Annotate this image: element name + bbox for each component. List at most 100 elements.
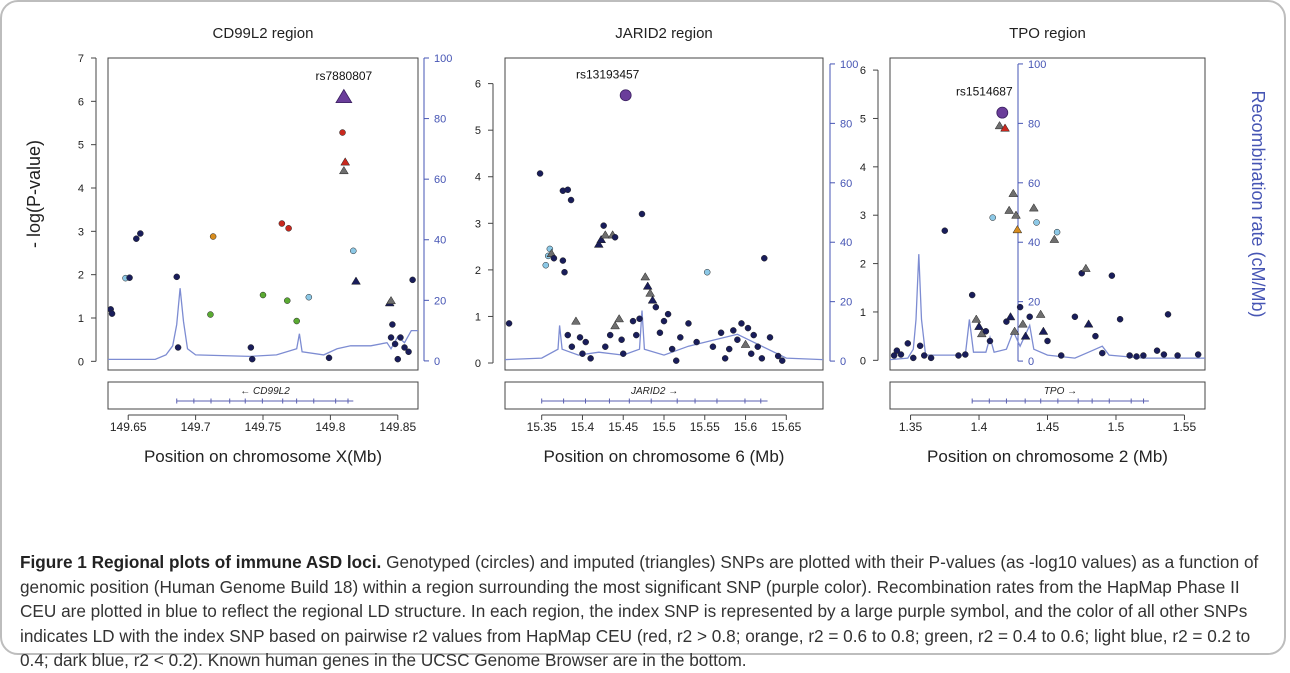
x-axis: 1.35 1.4 1.45 1.5 1.55 (899, 414, 1196, 434)
genotyped-snp-point (1116, 315, 1124, 323)
imputed-snp-point (386, 295, 396, 305)
panel-3: TPO region0123456020406080100Recombinati… (860, 25, 1268, 466)
imputed-snp-point (614, 314, 625, 323)
imputed-snp-point (610, 321, 620, 330)
genotyped-snp-point (285, 225, 292, 232)
genotyped-snp-point (394, 355, 402, 363)
imputed-snp-point (1000, 123, 1010, 132)
y2-tick-label: 0 (1028, 356, 1034, 368)
x-axis: 15.35 15.4 15.45 15.5 15.55 15.6 15.65 (527, 414, 802, 434)
y-tick-label: 0 (860, 355, 866, 367)
x-tick-label: 149.85 (379, 420, 416, 434)
panel-title: CD99L2 region (213, 25, 314, 42)
genotyped-snp-point (672, 357, 680, 364)
imputed-snp-point (593, 239, 604, 248)
genotyped-snp-point (248, 355, 256, 363)
x-axis-label: Position on chromosome X(Mb) (144, 447, 382, 466)
plot-frame (504, 57, 824, 371)
genotyped-snp-point (542, 261, 550, 269)
x-tick-label: 15.55 (690, 420, 720, 434)
imputed-snp-point (1011, 210, 1021, 219)
index-snp-marker (335, 88, 353, 104)
genotyped-snp-point (664, 310, 672, 318)
genotyped-snp-point (350, 247, 357, 255)
y-tick-label: 0 (78, 356, 84, 368)
y-tick-label: 1 (475, 311, 481, 323)
genotyped-snp-point (619, 350, 627, 357)
genotyped-snp-point (730, 327, 737, 334)
y-tick-label: 5 (475, 125, 481, 137)
genotyped-snp-point (660, 317, 668, 325)
genotyped-snp-point (576, 334, 584, 341)
y-tick-label: 4 (860, 162, 866, 174)
genotyped-snp-point (259, 291, 267, 299)
genotyped-snp-point (133, 235, 140, 242)
recombination-rate-line (108, 288, 418, 361)
genotyped-snp-point (325, 354, 333, 362)
imputed-snp-point (596, 234, 607, 244)
caption-title: Figure 1 Regional plots of immune ASD lo… (20, 552, 382, 572)
genotyped-snp-point (717, 329, 725, 336)
imputed-snp-point (640, 272, 651, 281)
genotyped-snp-point (652, 303, 660, 311)
genotyped-snp-point (1140, 352, 1147, 359)
figure-frame (0, 0, 1286, 655)
imputed-snp-point (1012, 225, 1023, 234)
genotyped-snp-point (559, 257, 567, 264)
genotyped-snp-point (339, 129, 346, 136)
genotyped-snp-point (747, 350, 755, 357)
imputed-snp-point (340, 157, 351, 166)
genotyped-snp-point (1044, 337, 1051, 345)
y2-tick-label: 60 (1028, 178, 1040, 190)
genotyped-snp-point (108, 310, 116, 317)
x-tick-label: 15.35 (527, 420, 557, 434)
genotyped-snp-point (1057, 352, 1065, 359)
genotyped-snp-point (618, 336, 625, 343)
genotyped-snp-point (564, 186, 572, 194)
genotyped-snp-point (744, 324, 752, 332)
genotyped-snp-point (568, 343, 576, 350)
y-tick-label: 5 (860, 113, 866, 125)
genotyped-snp-point (774, 352, 782, 360)
genotyped-snp-point (137, 230, 144, 237)
y-tick-label: 3 (475, 218, 481, 230)
y2-tick-label: 0 (840, 356, 846, 368)
genotyped-snp-point (778, 357, 786, 364)
genotyped-snp-point (587, 355, 594, 362)
genotyped-snp-point (1126, 352, 1133, 359)
gene-label: ← CD99L2 (240, 386, 290, 397)
genotyped-snp-point (890, 352, 898, 359)
x-tick-label: 149.7 (181, 420, 211, 434)
gene-label: JARID2 → (630, 386, 678, 397)
y2-axis: 0 20 40 60 80 100 (829, 59, 858, 368)
genotyped-snp-point (293, 317, 300, 325)
imputed-snp-point (1035, 309, 1046, 318)
genotyped-snp-point (962, 351, 969, 358)
genotyped-snp-point (1026, 313, 1033, 321)
x-tick-label: 15.45 (608, 420, 638, 434)
genotyped-snp-point (1174, 352, 1181, 359)
genotyped-snp-point (579, 350, 586, 357)
gene-track-box (107, 381, 419, 410)
y-tick-label: 2 (475, 265, 481, 277)
genotyped-snp-point (1033, 219, 1040, 226)
genotyped-snp-point (638, 210, 646, 218)
genotyped-snp-point (941, 227, 949, 234)
genotyped-snp-point (174, 344, 182, 351)
genotyped-snp-point (602, 343, 609, 350)
genotyped-snp-point (391, 340, 399, 348)
genotyped-snp-point (703, 268, 711, 276)
genotyped-snp-point (1164, 311, 1172, 318)
genotyped-snp-point (567, 196, 575, 204)
genotyped-snp-point (582, 338, 589, 346)
genotyped-snp-point (750, 331, 757, 339)
y-tick-label: 5 (78, 140, 84, 152)
genotyped-snp-point (1092, 332, 1099, 340)
y-axis: 0 1 2 3 4 5 6 (475, 79, 494, 370)
genotyped-snp-point (904, 340, 912, 347)
gene-track-box (889, 381, 1206, 410)
y2-tick-label: 80 (434, 114, 446, 126)
genotyped-snp-point (1099, 349, 1106, 357)
panel-2: JARID2 region0123456020406080100rs131934… (475, 25, 858, 466)
imputed-snp-point (971, 314, 982, 323)
